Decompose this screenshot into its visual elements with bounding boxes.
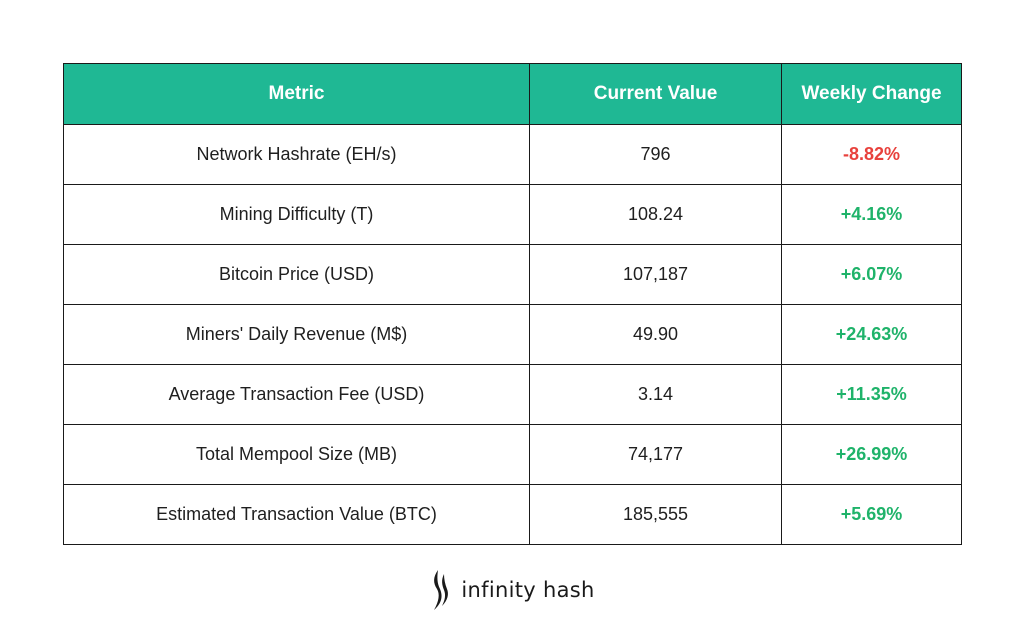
change-cell: -8.82%: [781, 124, 962, 185]
column-header-current-value: Current Value: [529, 63, 782, 125]
metric-cell: Bitcoin Price (USD): [63, 244, 530, 305]
table-row: Bitcoin Price (USD) 107,187 +6.07%: [63, 244, 962, 305]
flame-logo-icon: [434, 570, 449, 610]
metrics-table: Metric Current Value Weekly Change Netwo…: [63, 63, 962, 545]
change-cell: +24.63%: [781, 304, 962, 365]
header-row: Metric Current Value Weekly Change: [63, 63, 962, 125]
metric-cell: Estimated Transaction Value (BTC): [63, 484, 530, 545]
value-cell: 49.90: [529, 304, 782, 365]
change-cell: +26.99%: [781, 424, 962, 485]
value-cell: 74,177: [529, 424, 782, 485]
change-cell: +6.07%: [781, 244, 962, 305]
table-row: Mining Difficulty (T) 108.24 +4.16%: [63, 184, 962, 245]
brand-logo: infinity hash: [0, 568, 1024, 612]
metric-cell: Total Mempool Size (MB): [63, 424, 530, 485]
metric-cell: Miners' Daily Revenue (M$): [63, 304, 530, 365]
metric-cell: Mining Difficulty (T): [63, 184, 530, 245]
brand-name: infinity hash: [461, 578, 595, 602]
value-cell: 108.24: [529, 184, 782, 245]
metric-cell: Average Transaction Fee (USD): [63, 364, 530, 425]
value-cell: 796: [529, 124, 782, 185]
value-cell: 3.14: [529, 364, 782, 425]
table-row: Miners' Daily Revenue (M$) 49.90 +24.63%: [63, 304, 962, 365]
metric-cell: Network Hashrate (EH/s): [63, 124, 530, 185]
change-cell: +5.69%: [781, 484, 962, 545]
value-cell: 107,187: [529, 244, 782, 305]
table-row: Total Mempool Size (MB) 74,177 +26.99%: [63, 424, 962, 485]
table-row: Estimated Transaction Value (BTC) 185,55…: [63, 484, 962, 545]
value-cell: 185,555: [529, 484, 782, 545]
column-header-weekly-change: Weekly Change: [781, 63, 962, 125]
table-row: Average Transaction Fee (USD) 3.14 +11.3…: [63, 364, 962, 425]
change-cell: +4.16%: [781, 184, 962, 245]
change-cell: +11.35%: [781, 364, 962, 425]
table-row: Network Hashrate (EH/s) 796 -8.82%: [63, 124, 962, 185]
column-header-metric: Metric: [63, 63, 530, 125]
